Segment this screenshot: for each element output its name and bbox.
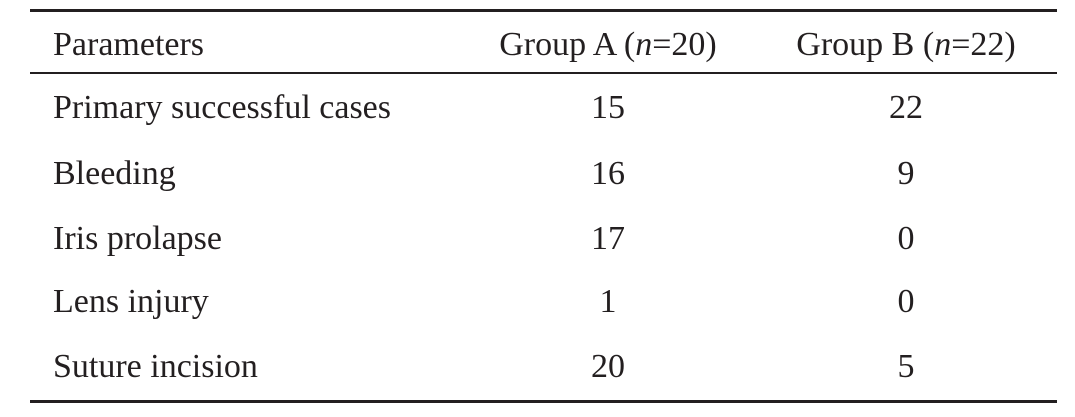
row-label: Lens injury	[53, 283, 209, 320]
header-italic: n	[934, 26, 952, 63]
header-rule	[30, 72, 1057, 74]
cell-value: 22	[889, 89, 923, 126]
cell-value: 15	[591, 89, 625, 126]
cell-value: 5	[897, 348, 915, 385]
header-text: Group A (	[499, 26, 636, 63]
header-text: Group B (	[796, 26, 935, 63]
header-text: =22)	[951, 26, 1016, 63]
row-label: Suture incision	[53, 348, 258, 385]
cell-value: 0	[897, 220, 915, 257]
cell-value: 20	[591, 348, 625, 385]
cell-value: 9	[897, 155, 915, 192]
top-rule	[30, 9, 1057, 12]
header-cell: Group A (n=20)	[499, 25, 717, 65]
bottom-rule	[30, 400, 1057, 403]
cell-value: 17	[591, 220, 625, 257]
header-text: =20)	[652, 26, 717, 63]
row-label: Primary successful cases	[53, 89, 392, 126]
row-label: Iris prolapse	[53, 220, 223, 257]
header-cell: Parameters	[53, 26, 205, 63]
cell-value: 1	[599, 283, 617, 320]
cell-value: 16	[591, 155, 625, 192]
header-cell: Group B (n=22)	[796, 25, 1015, 65]
row-label: Bleeding	[53, 155, 176, 192]
header-italic: n	[635, 26, 653, 63]
cell-value: 0	[897, 283, 915, 320]
